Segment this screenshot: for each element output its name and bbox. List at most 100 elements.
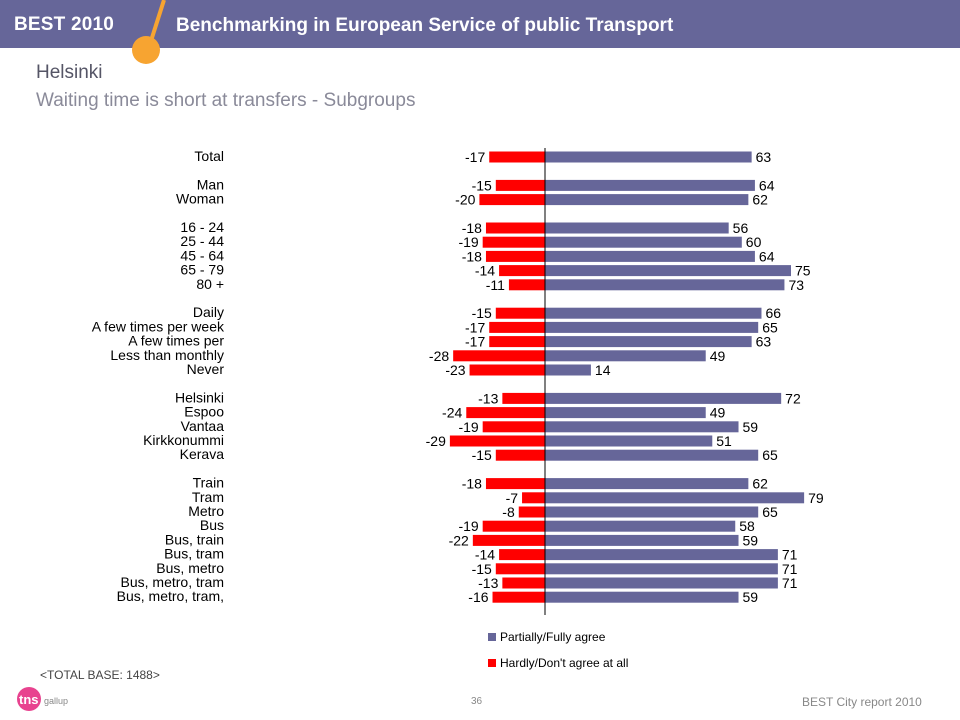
bar-disagree: [508, 279, 545, 291]
category-label: Helsinki: [175, 389, 224, 405]
data-label-agree: 73: [788, 277, 804, 293]
bar-agree: [545, 151, 752, 163]
bar-disagree: [485, 478, 545, 490]
page-title: Helsinki: [36, 62, 103, 83]
category-label: Total: [194, 148, 224, 164]
data-label-disagree: -17: [465, 319, 485, 335]
category-label: Bus, metro, tram,: [117, 588, 224, 604]
category-label: Train: [193, 475, 224, 491]
header-bar: BEST 2010 Benchmarking in European Servi…: [0, 0, 960, 64]
bar-agree: [545, 222, 729, 234]
base-note: <TOTAL BASE: 1488>: [40, 668, 160, 682]
data-label-disagree: -18: [462, 248, 482, 264]
data-label-disagree: -15: [472, 447, 492, 463]
data-label-disagree: -16: [468, 589, 488, 605]
bar-agree: [545, 364, 591, 376]
data-label-agree: 64: [759, 248, 775, 264]
data-label-agree: 60: [746, 234, 762, 250]
bar-disagree: [482, 520, 545, 532]
category-label: Bus, tram: [164, 546, 224, 562]
bar-disagree: [495, 449, 545, 461]
bar-agree: [545, 194, 749, 206]
data-label-disagree: -14: [475, 263, 495, 279]
bar-agree: [545, 421, 739, 433]
data-label-disagree: -7: [506, 490, 519, 506]
category-label: 80 +: [196, 276, 224, 292]
category-label: Kirkkonummi: [143, 432, 224, 448]
data-label-agree: 49: [710, 405, 726, 421]
report-name: BEST City report 2010: [802, 695, 922, 709]
brand-label: BEST 2010: [14, 14, 115, 35]
bar-agree: [545, 449, 759, 461]
category-label: A few times per: [128, 333, 224, 349]
category-label: Kerava: [180, 446, 225, 462]
category-label: Daily: [193, 304, 224, 320]
bar-disagree: [499, 265, 545, 277]
category-label: 25 - 44: [180, 233, 224, 249]
bar-agree: [545, 534, 739, 546]
data-label-agree: 65: [762, 447, 778, 463]
data-label-disagree: -19: [458, 518, 478, 534]
bar-disagree: [495, 563, 545, 575]
data-label-disagree: -14: [475, 547, 495, 563]
bar-agree: [545, 563, 778, 575]
data-label-agree: 56: [733, 220, 749, 236]
data-label-agree: 71: [782, 561, 798, 577]
bar-agree: [545, 407, 706, 419]
data-label-agree: 49: [710, 348, 726, 364]
bar-agree: [545, 520, 736, 532]
bar-agree: [545, 307, 762, 319]
bar-disagree: [495, 307, 545, 319]
category-label: Tram: [192, 489, 224, 505]
data-label-disagree: -17: [465, 149, 485, 165]
bar-disagree: [492, 591, 545, 603]
data-label-agree: 72: [785, 390, 801, 406]
category-label: Man: [197, 176, 224, 192]
legend-label-agree: Partially/Fully agree: [500, 630, 606, 644]
bar-agree: [545, 350, 706, 362]
logo-icon: tns gallup: [17, 687, 68, 711]
bar-disagree: [522, 492, 545, 504]
page-number: 36: [471, 696, 483, 707]
category-label: Vantaa: [181, 418, 225, 434]
category-label: Bus, train: [165, 531, 224, 547]
bar-agree: [545, 336, 752, 348]
bar-disagree: [449, 435, 545, 447]
logo-subtext: gallup: [44, 696, 68, 706]
bar-disagree: [479, 194, 545, 206]
data-label-agree: 14: [595, 362, 611, 378]
category-label: Bus: [200, 517, 224, 533]
category-label: Espoo: [184, 404, 224, 420]
brand-swoosh-icon: [132, 0, 166, 64]
data-label-disagree: -18: [462, 476, 482, 492]
category-label: 45 - 64: [180, 247, 224, 263]
bar-agree: [545, 591, 739, 603]
bar-disagree: [518, 506, 545, 518]
bar-disagree: [485, 250, 545, 262]
category-label: Bus, metro: [156, 560, 224, 576]
data-label-disagree: -15: [472, 305, 492, 321]
bar-disagree: [489, 151, 545, 163]
data-label-agree: 59: [743, 589, 759, 605]
bar-disagree: [469, 364, 545, 376]
bar-agree: [545, 492, 805, 504]
bar-agree: [545, 577, 778, 589]
bar-agree: [545, 392, 782, 404]
legend-swatch-agree: [488, 633, 496, 641]
bar-disagree: [489, 321, 545, 333]
category-label: 65 - 79: [180, 262, 224, 278]
bar-agree: [545, 279, 785, 291]
category-label: 16 - 24: [180, 219, 224, 235]
data-label-agree: 71: [782, 547, 798, 563]
data-label-agree: 59: [743, 532, 759, 548]
data-label-agree: 75: [795, 263, 811, 279]
header-title: Benchmarking in European Service of publ…: [176, 15, 674, 36]
bar-agree: [545, 435, 713, 447]
bar-disagree: [472, 534, 545, 546]
bar-agree: [545, 250, 755, 262]
data-label-disagree: -19: [458, 419, 478, 435]
data-label-disagree: -28: [429, 348, 449, 364]
data-label-disagree: -29: [426, 433, 446, 449]
data-label-disagree: -11: [486, 277, 505, 293]
data-label-disagree: -15: [472, 177, 492, 193]
